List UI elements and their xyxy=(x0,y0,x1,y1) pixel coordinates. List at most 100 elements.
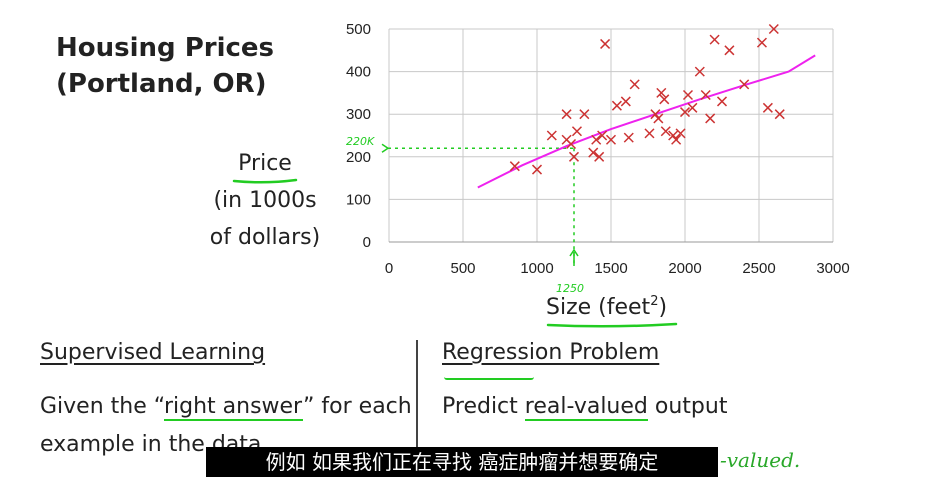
data-point-stroke xyxy=(629,79,640,90)
y-axis-label-line-3: of dollars) xyxy=(209,225,321,250)
data-point xyxy=(694,66,705,77)
slide-title: Housing Prices (Portland, OR) xyxy=(56,30,316,102)
data-point xyxy=(739,79,750,90)
y-tick-label: 400 xyxy=(346,64,371,81)
data-point-stroke xyxy=(675,128,686,139)
y-tick-label: 200 xyxy=(346,149,371,166)
data-point xyxy=(687,102,698,113)
size-arrow-icon xyxy=(569,248,579,266)
data-point-stroke xyxy=(594,151,605,162)
left-body-part-1: Given the “ xyxy=(40,394,164,419)
data-point-stroke xyxy=(588,147,599,158)
data-point-stroke xyxy=(644,128,655,139)
data-point xyxy=(629,79,640,90)
data-point-stroke xyxy=(623,132,634,143)
data-point-stroke xyxy=(724,45,735,56)
x-tick-label: 3000 xyxy=(816,260,849,277)
data-point-stroke xyxy=(682,89,693,101)
data-point-stroke xyxy=(571,126,582,137)
data-point-stroke xyxy=(591,134,602,145)
data-point xyxy=(679,107,691,118)
data-point-stroke xyxy=(546,130,557,141)
y-tick-label: 0 xyxy=(363,234,371,251)
data-point-stroke xyxy=(650,109,661,120)
data-point xyxy=(756,37,767,48)
regression-heading: Regression Problem xyxy=(442,340,660,365)
annotation-guides xyxy=(381,143,579,266)
data-point-stroke xyxy=(694,66,705,77)
data-point xyxy=(568,151,580,162)
data-point-stroke xyxy=(739,79,750,90)
x-axis-label-close: ) xyxy=(658,295,667,320)
data-point xyxy=(671,134,682,145)
data-point xyxy=(762,102,773,113)
data-point-stroke xyxy=(679,107,691,118)
size-annotation: 1250 xyxy=(556,282,584,295)
video-subtitle: 例如 如果我们正在寻找 癌症肿瘤并想要确定 xyxy=(206,447,718,477)
data-point xyxy=(774,109,785,120)
data-points xyxy=(509,23,785,175)
data-point xyxy=(620,96,631,107)
xlabel-underline xyxy=(546,322,678,328)
data-point-stroke xyxy=(597,130,608,141)
data-point-stroke xyxy=(700,89,711,101)
data-point xyxy=(623,132,634,143)
price-annotation: 220K xyxy=(346,135,375,148)
x-axis-label: Size (feet2) xyxy=(546,294,667,320)
y-tick-label: 100 xyxy=(346,191,371,208)
data-point xyxy=(716,96,728,107)
data-point xyxy=(561,109,572,120)
right-answer-phrase: right answer xyxy=(163,394,304,421)
housing-price-chart: 0 500 1000 1500 2000 2500 3000 0 100 200 300 400 500… xyxy=(232,21,850,328)
data-point xyxy=(597,130,608,141)
data-point-stroke xyxy=(600,38,611,49)
data-point xyxy=(705,113,716,124)
ylabel-underline xyxy=(232,178,298,184)
right-body-part-1: Predict xyxy=(442,394,525,419)
data-point-stroke xyxy=(668,130,679,141)
x-tick-label: 500 xyxy=(450,260,475,277)
regression-section: Regression Problem Predict real-valued o… xyxy=(442,338,902,426)
data-point-stroke xyxy=(659,94,670,105)
data-point xyxy=(653,113,664,124)
y-axis-label: Price (in 1000s of dollars) xyxy=(190,145,340,256)
data-point xyxy=(650,109,661,120)
y-axis-label-line-2: (in 1000s xyxy=(213,188,317,213)
data-point xyxy=(675,128,686,139)
data-point xyxy=(659,94,670,105)
data-point-stroke xyxy=(660,126,671,137)
data-point xyxy=(594,151,605,162)
y-tick-label: 300 xyxy=(346,106,371,123)
data-point-stroke xyxy=(611,100,622,111)
data-point xyxy=(579,109,590,120)
data-point xyxy=(605,134,617,145)
data-point xyxy=(588,147,599,158)
data-point xyxy=(682,89,693,101)
fit-curve xyxy=(477,54,816,189)
data-point-stroke xyxy=(768,23,779,35)
x-tick-label: 2000 xyxy=(668,260,701,277)
x-tick-label: 1500 xyxy=(594,260,627,277)
data-point-stroke xyxy=(568,151,580,162)
data-point-stroke xyxy=(705,113,716,124)
data-point xyxy=(546,130,557,141)
tick-labels: 0 500 1000 1500 2000 2500 3000 0 100 200 300 400 500 xyxy=(346,21,850,277)
title-line-2: (Portland, OR) xyxy=(56,69,267,99)
x-tick-label: 0 xyxy=(385,260,393,277)
data-point xyxy=(700,89,711,101)
real-valued-phrase: real-valued xyxy=(524,394,648,421)
x-tick-label: 1000 xyxy=(520,260,553,277)
x-tick-label: 2500 xyxy=(742,260,775,277)
data-point xyxy=(531,164,543,175)
data-point xyxy=(724,45,735,56)
data-point-stroke xyxy=(656,87,667,98)
regression-body: Predict real-valued output xyxy=(442,388,902,426)
supervised-learning-heading: Supervised Learning xyxy=(40,340,266,365)
data-point xyxy=(668,130,679,141)
data-point-stroke xyxy=(774,109,785,120)
data-point xyxy=(566,138,577,150)
data-point xyxy=(709,34,720,45)
data-point xyxy=(660,126,671,137)
data-point-stroke xyxy=(579,109,590,120)
data-point xyxy=(509,161,520,172)
